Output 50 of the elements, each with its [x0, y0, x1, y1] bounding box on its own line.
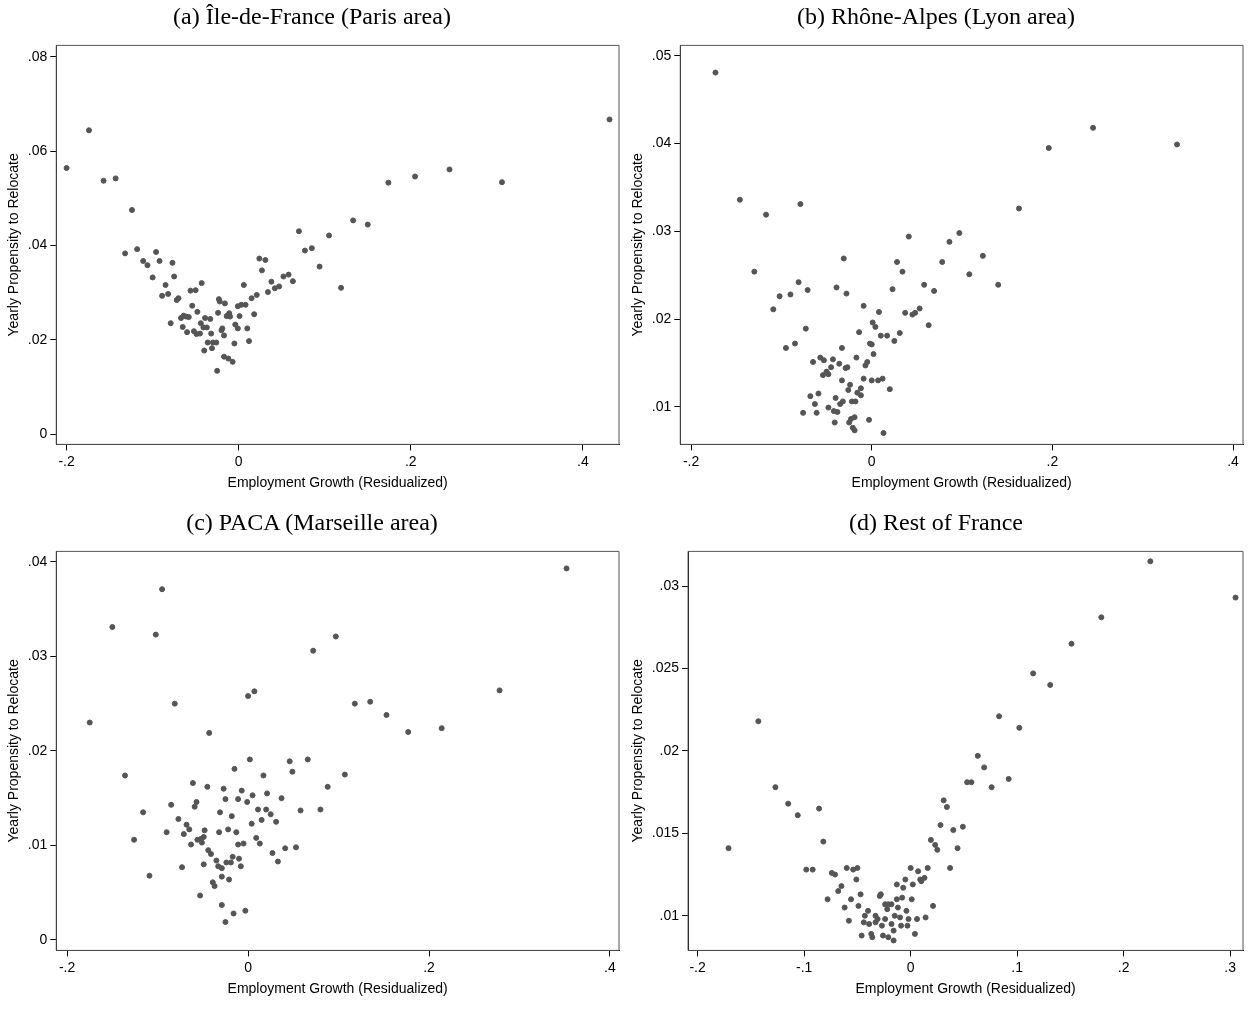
y-tick-label: .025: [651, 659, 680, 676]
x-tick-label: 0: [244, 958, 253, 975]
y-tick-label: .04: [27, 552, 48, 569]
x-tick-label: .2: [404, 452, 417, 469]
x-tick-label: .3: [1224, 958, 1237, 975]
chart-title: (b) Rhône-Alpes (Lyon area): [796, 2, 1076, 31]
x-tick-label: -.2: [58, 958, 76, 975]
y-tick-label: .01: [659, 906, 680, 923]
x-tick-label: .1: [1011, 958, 1024, 975]
x-axis-title: Employment Growth (Residualized): [851, 474, 1072, 491]
y-tick-label: .03: [659, 576, 680, 593]
x-tick-label: -.2: [58, 452, 75, 469]
x-tick-label: -.2: [689, 958, 707, 975]
y-tick-label: 0: [39, 930, 48, 947]
chart-title: (d) Rest of France: [848, 508, 1024, 537]
y-axis-title: Yearly Propensity to Relocate: [629, 659, 646, 843]
x-tick-label: .2: [423, 958, 436, 975]
y-axis-title: Yearly Propensity to Relocate: [629, 153, 646, 337]
y-tick-label: .03: [27, 647, 48, 664]
y-tick-label: .01: [27, 836, 48, 853]
chart-title: (a) Île-de-France (Paris area): [172, 2, 452, 31]
x-tick-label: 0: [906, 958, 915, 975]
y-axis-title: Yearly Propensity to Relocate: [5, 659, 22, 843]
x-tick-label: 0: [234, 452, 243, 469]
y-tick-label: .015: [651, 824, 680, 841]
y-tick-label: .02: [651, 309, 672, 326]
y-axis-title: Yearly Propensity to Relocate: [5, 153, 22, 337]
chart-title: (c) PACA (Marseille area): [185, 508, 439, 537]
x-tick-label: .4: [604, 958, 616, 975]
x-tick-label: .4: [1227, 452, 1240, 469]
x-tick-label: .2: [1117, 958, 1130, 975]
x-tick-label: -.2: [682, 452, 700, 469]
y-tick-label: .03: [651, 222, 672, 239]
y-tick-label: 0: [39, 424, 48, 441]
y-tick-label: .05: [651, 46, 672, 63]
y-tick-label: .01: [651, 397, 672, 414]
y-tick-label: .06: [27, 141, 48, 158]
y-tick-label: .02: [27, 741, 48, 758]
y-tick-label: .04: [27, 236, 48, 253]
y-tick-label: .08: [27, 47, 48, 64]
x-axis-title: Employment Growth (Residualized): [855, 980, 1076, 997]
x-tick-label: 0: [867, 452, 876, 469]
y-tick-label: .02: [659, 741, 680, 758]
x-axis-title: Employment Growth (Residualized): [227, 980, 448, 997]
x-tick-label: -.1: [795, 958, 813, 975]
y-tick-label: .04: [651, 134, 672, 151]
x-tick-label: .4: [577, 452, 589, 469]
y-tick-label: .02: [27, 330, 48, 347]
x-axis-title: Employment Growth (Residualized): [227, 474, 448, 491]
x-tick-label: .2: [1046, 452, 1059, 469]
